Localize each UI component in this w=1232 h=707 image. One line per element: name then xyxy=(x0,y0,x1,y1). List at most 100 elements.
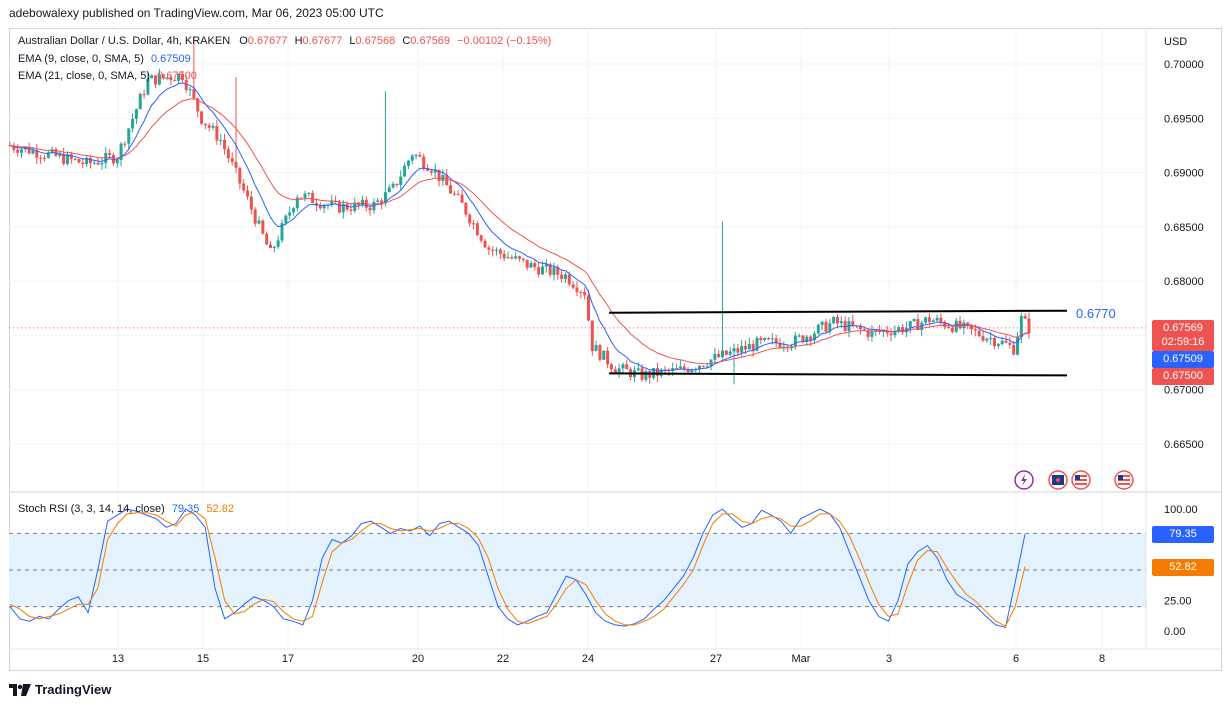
candle-body xyxy=(219,140,223,142)
candle-body xyxy=(31,150,35,154)
candle-body xyxy=(65,154,69,164)
candle-body xyxy=(609,364,613,370)
candle-body xyxy=(311,192,315,204)
price-tick-label: 0.68000 xyxy=(1164,276,1204,288)
stoch-legend[interactable]: Stoch RSI (3, 3, 14, 14, close) 79.35 52… xyxy=(18,503,234,515)
candle-body xyxy=(433,169,437,173)
candle-body xyxy=(261,220,265,234)
candle-body xyxy=(947,326,951,328)
candle-body xyxy=(96,162,100,165)
high-label: H xyxy=(294,35,303,47)
candle-body xyxy=(832,316,836,324)
stoch-tick-label: 25.00 xyxy=(1164,596,1192,608)
candle-body xyxy=(563,274,567,279)
candle-body xyxy=(698,365,702,370)
candle-body xyxy=(583,292,587,296)
stoch-axis-ticks: 100.00 25.00 0.00 xyxy=(1164,504,1198,638)
candle-body xyxy=(686,369,690,373)
candle-body xyxy=(134,109,138,119)
candle-body xyxy=(866,330,870,337)
candle-body xyxy=(908,321,912,328)
candle-body xyxy=(958,320,962,329)
time-tick-label: 6 xyxy=(1013,653,1019,665)
candle-body xyxy=(353,202,357,211)
candle-body xyxy=(931,320,935,322)
resistance-line xyxy=(608,309,1068,314)
candle-body xyxy=(709,359,713,367)
ema9-legend[interactable]: EMA (9, close, 0, SMA, 5) 0.67509 xyxy=(18,53,191,65)
lightning-icon[interactable] xyxy=(1014,470,1034,490)
candle-body xyxy=(100,163,104,165)
candle-body xyxy=(449,185,453,194)
candle-body xyxy=(188,89,192,91)
tradingview-footer[interactable]: TradingView xyxy=(9,682,111,697)
candle-body xyxy=(993,337,997,346)
candle-body xyxy=(410,155,414,161)
symbol-label: Australian Dollar / U.S. Dollar, 4h, KRA… xyxy=(18,35,231,47)
candle-body xyxy=(460,194,464,203)
candle-body xyxy=(885,330,889,334)
candle-body xyxy=(242,183,246,191)
candle-body xyxy=(299,197,303,199)
candle-body xyxy=(253,209,257,224)
stoch-k-tag: 79.35 xyxy=(1152,526,1214,543)
candle-body xyxy=(809,336,813,340)
candle-body xyxy=(39,157,43,159)
candle-body xyxy=(544,264,548,267)
candle-body xyxy=(935,317,939,321)
candle-body xyxy=(223,140,227,150)
candle-body xyxy=(989,337,993,339)
ohlc-legend: Australian Dollar / U.S. Dollar, 4h, KRA… xyxy=(18,35,551,47)
stoch-band xyxy=(9,532,1146,608)
candle-body xyxy=(73,158,77,160)
candle-body xyxy=(295,197,299,209)
candle-body xyxy=(789,346,793,348)
candle-body xyxy=(858,325,862,329)
candle-body xyxy=(721,350,725,358)
candle-body xyxy=(85,157,89,165)
stoch-lines xyxy=(9,508,1026,628)
candle-body xyxy=(42,157,46,159)
candle-body xyxy=(58,153,62,156)
candle-body xyxy=(954,320,958,332)
candle-body xyxy=(575,287,579,292)
candle-body xyxy=(590,320,594,352)
flag-icon-us[interactable] xyxy=(1114,470,1134,490)
ema21-legend[interactable]: EMA (21, close, 0, SMA, 5) 0.67500 xyxy=(18,70,197,82)
candle-body xyxy=(586,295,590,321)
candle-body xyxy=(1012,344,1016,355)
candle-body xyxy=(701,365,705,367)
candle-body xyxy=(111,154,115,164)
candle-body xyxy=(1004,340,1008,343)
price-tick-label: 0.69500 xyxy=(1164,113,1204,125)
time-tick-label: 13 xyxy=(112,653,124,665)
time-axis-ticks: 13 15 17 20 22 24 27 Mar 3 6 8 xyxy=(112,653,1105,665)
flag-icon-au-us[interactable] xyxy=(1048,470,1091,490)
close-value: 0.67569 xyxy=(410,35,451,47)
price-tick-label: 0.67000 xyxy=(1164,385,1204,397)
candle-body xyxy=(996,344,1000,346)
candle-body xyxy=(970,324,974,330)
candle-body xyxy=(268,244,272,249)
candle-body xyxy=(150,75,154,79)
price-channel xyxy=(9,309,1146,377)
candle-body xyxy=(805,336,809,343)
candle-body xyxy=(165,77,169,79)
candle-body xyxy=(705,366,709,368)
candle-body xyxy=(540,266,544,275)
candle-body xyxy=(475,223,479,236)
candle-body xyxy=(157,74,161,85)
time-tick-label: 3 xyxy=(886,653,892,665)
candle-body xyxy=(755,337,759,351)
candle-body xyxy=(820,321,824,325)
candle-body xyxy=(655,368,659,376)
candle-body xyxy=(303,193,307,198)
candle-body xyxy=(456,193,460,195)
time-tick-label: 27 xyxy=(710,653,722,665)
time-tick-label: 22 xyxy=(497,653,509,665)
candle-body xyxy=(146,78,150,95)
candle-body xyxy=(318,205,322,209)
candle-body xyxy=(203,123,207,126)
candle-body xyxy=(372,201,376,211)
